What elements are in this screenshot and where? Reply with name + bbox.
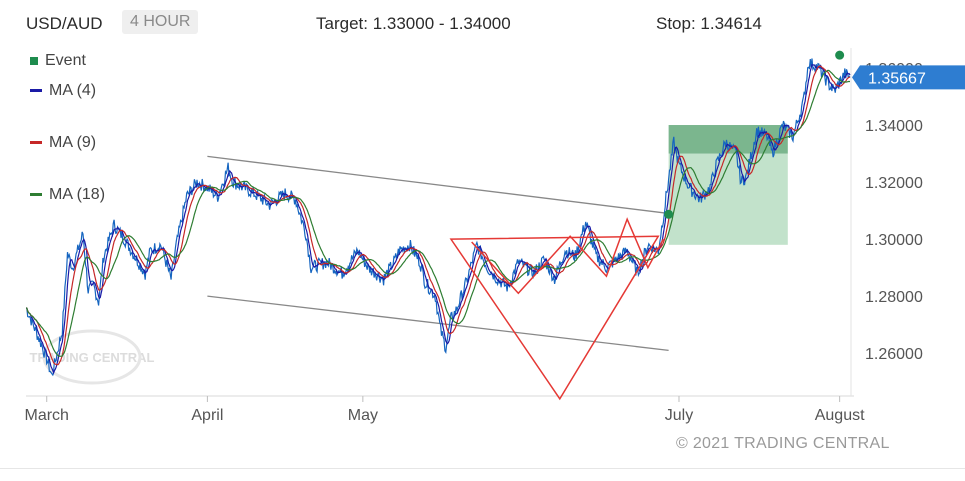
target-zone xyxy=(668,153,788,245)
y-tick-label: 1.32000 xyxy=(865,175,923,192)
channel-lower-line xyxy=(207,295,669,352)
legend-ma4-label: MA (4) xyxy=(49,82,97,99)
event-dot-icon xyxy=(835,50,845,60)
ma18-swatch-icon xyxy=(30,193,42,197)
ma18-line xyxy=(26,69,850,357)
y-tick-label: 1.28000 xyxy=(865,289,923,306)
legend-ma9-label: MA (9) xyxy=(49,134,97,151)
price-chart: March April May July August 1.26000 1.28000 1.3… xyxy=(25,48,965,424)
stop-label: Stop: 1.34614 xyxy=(656,14,762,33)
y-tick-label: 1.26000 xyxy=(865,346,923,363)
target-label: Target: 1.33000 - 1.34000 xyxy=(316,14,511,33)
series-group xyxy=(26,58,851,377)
x-tick-label: July xyxy=(665,407,693,424)
chart-legend: Event MA (4) MA (9) MA (18) xyxy=(30,52,210,222)
y-tick-label: 1.34000 xyxy=(865,118,923,135)
legend-event: Event xyxy=(30,52,86,70)
ma9-swatch-icon xyxy=(30,141,42,145)
copyright-text: © 2021 TRADING CENTRAL xyxy=(676,435,890,452)
period-badge[interactable]: 4 HOUR xyxy=(122,10,199,34)
bottom-divider xyxy=(0,468,965,469)
legend-event-label: Event xyxy=(45,52,86,69)
current-price-label: 1.35667 xyxy=(868,70,926,87)
legend-ma4: MA (4) xyxy=(30,82,96,100)
event-dot-icon xyxy=(664,209,674,219)
chart-header: USD/AUD 4 HOUR Target: 1.33000 - 1.34000… xyxy=(0,0,965,48)
ma4-swatch-icon xyxy=(30,89,42,93)
x-tick-label: August xyxy=(815,407,865,424)
pattern-zigzag xyxy=(471,217,665,295)
legend-ma9: MA (9) xyxy=(30,134,96,152)
current-price-tag xyxy=(852,65,965,90)
legend-ma18-label: MA (18) xyxy=(49,186,106,203)
channel-upper-line xyxy=(207,155,669,215)
pattern-triangle xyxy=(449,235,660,401)
legend-ma18: MA (18) xyxy=(30,186,105,204)
x-tick-label: April xyxy=(191,407,223,424)
x-tick-label: May xyxy=(348,407,378,424)
x-tick-label: March xyxy=(25,407,69,424)
event-swatch-icon xyxy=(30,56,38,65)
symbol-label: USD/AUD xyxy=(26,14,103,33)
ma9-line xyxy=(26,65,851,366)
y-tick-label: 1.30000 xyxy=(865,232,923,249)
ma4-line xyxy=(26,63,851,375)
